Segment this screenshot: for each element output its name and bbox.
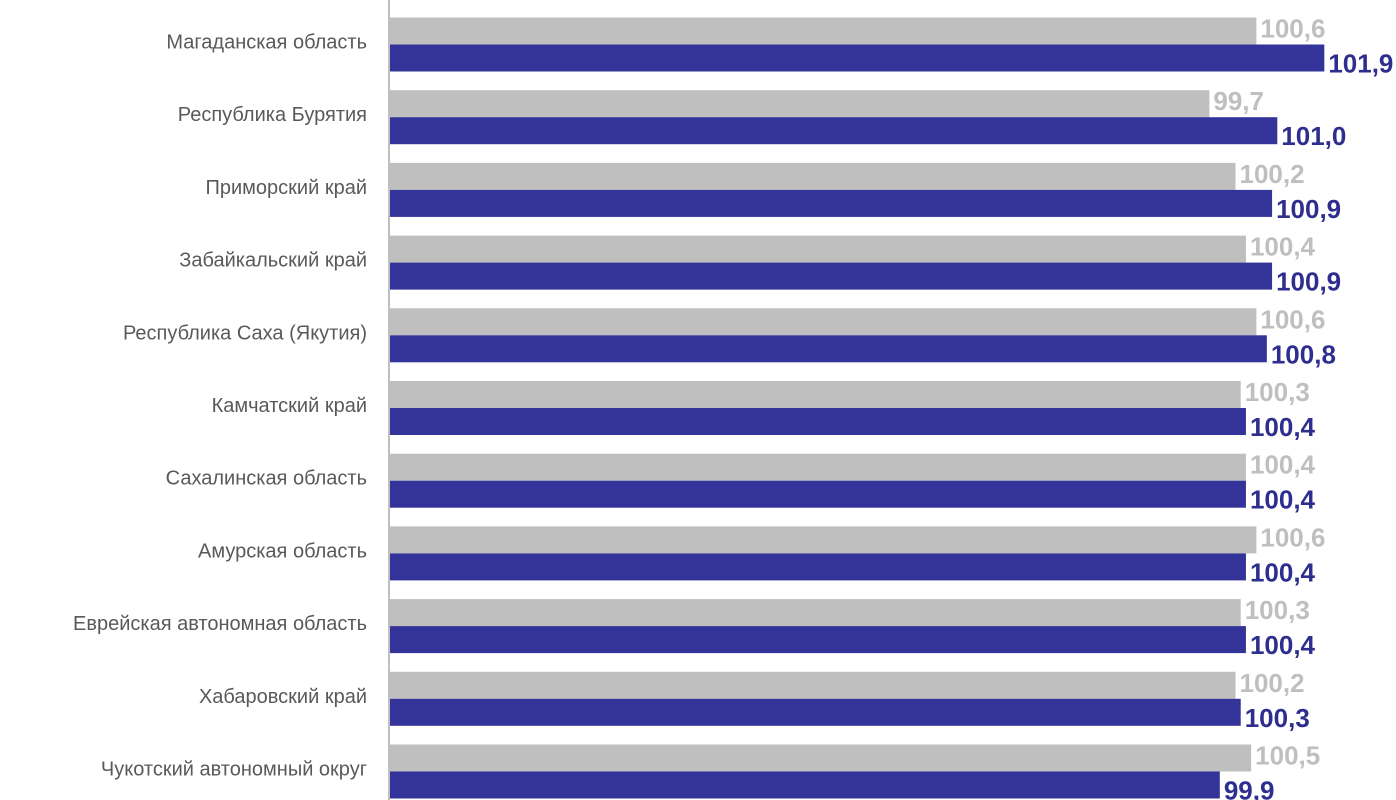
category-label: Республика Бурятия	[178, 104, 367, 126]
category-label: Забайкальский край	[179, 250, 367, 272]
data-label: 100,4	[1250, 412, 1316, 442]
category-label: Хабаровский край	[199, 686, 367, 708]
data-label: 100,3	[1245, 377, 1310, 407]
bar	[390, 308, 1257, 336]
bar	[390, 381, 1241, 408]
bar	[390, 698, 1241, 726]
category-label: Амурская область	[198, 540, 367, 562]
data-label: 100,9	[1276, 267, 1341, 297]
bar	[390, 162, 1236, 190]
data-label: 100,9	[1276, 194, 1341, 224]
data-label: 100,4	[1250, 557, 1316, 587]
data-label: 101,9	[1328, 49, 1393, 79]
bar	[390, 235, 1246, 263]
data-label: 100,6	[1260, 14, 1325, 44]
bar	[390, 771, 1220, 799]
bar	[390, 453, 1246, 481]
bar	[390, 262, 1273, 290]
bar	[390, 553, 1246, 581]
bar	[390, 90, 1210, 118]
category-label: Еврейская автономная область	[73, 613, 367, 635]
data-label: 100,4	[1250, 450, 1316, 480]
data-label: 99,9	[1224, 776, 1275, 800]
bar	[390, 526, 1257, 554]
bar	[390, 671, 1236, 699]
bar	[390, 44, 1325, 72]
data-label: 100,5	[1255, 741, 1320, 771]
category-label: Сахалинская область	[166, 468, 367, 490]
category-label: Камчатский край	[212, 395, 367, 417]
data-label: 100,3	[1245, 703, 1310, 733]
data-label: 100,4	[1250, 630, 1316, 660]
category-label: Чукотский автономный округ	[101, 759, 367, 781]
bar	[390, 744, 1252, 772]
data-label: 100,8	[1271, 339, 1336, 369]
bar	[390, 335, 1267, 363]
data-label: 100,6	[1260, 522, 1325, 552]
bar	[390, 189, 1273, 217]
category-labels: Магаданская область Республика Бурятия При…	[73, 32, 367, 781]
data-label: 100,2	[1239, 159, 1304, 189]
category-label: Приморский край	[206, 177, 367, 199]
data-label: 101,0	[1281, 121, 1346, 151]
data-label: 100,4	[1250, 232, 1316, 262]
bar	[390, 626, 1246, 654]
data-label: 100,4	[1250, 485, 1316, 515]
data-label: 100,2	[1239, 668, 1304, 698]
bar	[390, 408, 1246, 435]
bar	[390, 17, 1257, 45]
bar	[390, 117, 1278, 145]
category-label: Республика Саха (Якутия)	[123, 322, 367, 344]
bars-layer	[390, 17, 1325, 799]
data-label: 100,6	[1260, 304, 1325, 334]
data-label: 100,3	[1245, 595, 1310, 625]
data-labels: 100,6101,999,7101,0100,2100,9100,4100,91…	[1213, 14, 1393, 800]
bar	[390, 599, 1241, 627]
category-label: Магаданская область	[166, 32, 367, 54]
bar	[390, 480, 1246, 508]
data-label: 99,7	[1213, 86, 1264, 116]
